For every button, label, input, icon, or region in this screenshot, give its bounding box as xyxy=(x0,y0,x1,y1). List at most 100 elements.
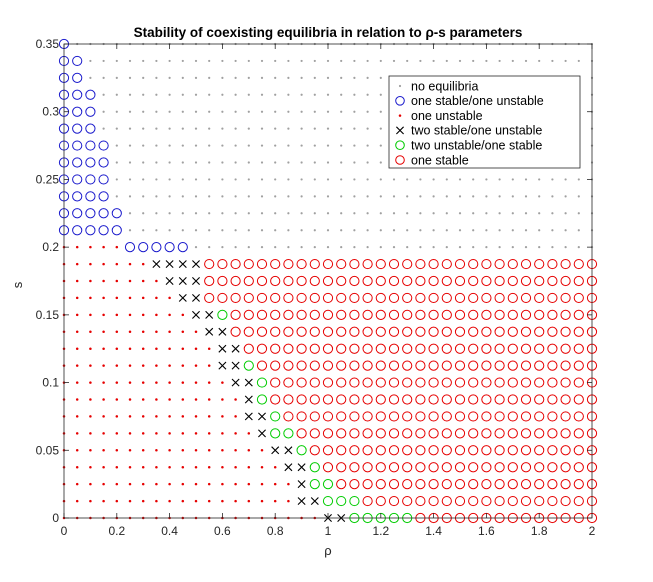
no-equilibria-marker xyxy=(168,212,171,215)
one-stable-marker xyxy=(534,326,545,337)
one-stable-marker xyxy=(336,275,347,287)
two-unstable-one-stable-marker xyxy=(256,377,268,388)
one-stable-marker xyxy=(468,275,479,287)
x-tick-label: 0.8 xyxy=(267,524,284,538)
one-stable-marker xyxy=(520,411,532,422)
one-stable-marker xyxy=(375,258,386,270)
one-stable-one-unstable-marker xyxy=(72,208,83,219)
one-stable-marker xyxy=(494,275,505,287)
one-stable-marker xyxy=(507,377,518,388)
no-equilibria-marker xyxy=(181,195,184,198)
one-stable-marker xyxy=(454,445,466,456)
no-equilibria-marker xyxy=(498,59,501,63)
no-equilibria-marker xyxy=(313,161,316,164)
one-unstable-marker xyxy=(273,465,277,469)
no-equilibria-marker xyxy=(524,246,528,249)
no-equilibria-marker xyxy=(564,246,567,249)
one-stable-marker xyxy=(204,292,215,304)
one-unstable-marker xyxy=(89,449,92,452)
no-equilibria-marker xyxy=(353,127,356,130)
no-equilibria-marker xyxy=(498,229,501,232)
one-unstable-marker xyxy=(141,449,145,452)
no-equilibria-marker xyxy=(326,229,330,232)
one-stable-marker xyxy=(375,343,386,354)
one-unstable-marker xyxy=(128,432,132,435)
no-equilibria-marker xyxy=(340,110,343,113)
no-equilibria-marker xyxy=(287,161,290,164)
one-unstable-marker xyxy=(194,398,198,401)
two-stable-one-unstable-marker xyxy=(231,378,240,387)
no-equilibria-marker xyxy=(221,195,224,198)
one-stable-marker xyxy=(296,394,307,405)
one-stable-marker xyxy=(481,309,492,320)
one-unstable-marker xyxy=(102,449,105,452)
two-stable-one-unstable-marker xyxy=(205,310,214,319)
no-equilibria-marker xyxy=(353,246,356,249)
one-stable-marker xyxy=(428,445,439,456)
two-unstable-one-stable-marker xyxy=(270,411,281,422)
no-equilibria-marker xyxy=(577,246,580,249)
one-stable-marker xyxy=(336,445,347,456)
one-unstable-marker xyxy=(155,482,158,486)
one-stable-marker xyxy=(362,377,373,388)
one-stable-marker xyxy=(573,343,584,354)
one-stable-marker xyxy=(296,258,307,270)
one-unstable-marker xyxy=(181,465,185,469)
no-equilibria-marker xyxy=(221,161,224,164)
one-stable-marker xyxy=(388,411,400,422)
no-equilibria-marker xyxy=(260,246,264,249)
one-stable-marker xyxy=(402,360,413,371)
no-equilibria-marker xyxy=(181,76,184,79)
one-stable-one-unstable-marker xyxy=(85,225,96,236)
one-unstable-marker xyxy=(194,330,198,334)
one-stable-one-unstable-marker xyxy=(85,140,96,151)
no-equilibria-marker xyxy=(208,178,211,181)
one-unstable-marker xyxy=(75,398,79,401)
one-stable-marker xyxy=(534,411,545,422)
no-equilibria-marker xyxy=(445,195,448,198)
one-stable-marker xyxy=(481,462,492,473)
one-unstable-marker xyxy=(89,347,92,350)
one-stable-marker xyxy=(362,394,373,405)
one-stable-marker xyxy=(296,377,307,388)
no-equilibria-marker xyxy=(419,178,422,181)
no-equilibria-marker xyxy=(300,59,303,63)
one-stable-marker xyxy=(534,360,545,371)
one-stable-marker xyxy=(388,258,400,270)
one-stable-marker xyxy=(362,292,373,304)
one-stable-marker xyxy=(349,343,360,354)
no-equilibria-marker xyxy=(419,59,422,63)
one-unstable-marker xyxy=(168,449,171,452)
no-equilibria-marker xyxy=(379,127,382,130)
one-stable-marker xyxy=(309,445,320,456)
no-equilibria-marker xyxy=(379,144,382,147)
one-unstable-marker xyxy=(89,262,92,266)
one-stable-marker xyxy=(468,309,479,320)
no-equilibria-marker xyxy=(538,59,541,63)
one-stable-marker xyxy=(454,495,466,507)
no-equilibria-marker xyxy=(260,110,264,113)
one-stable-marker xyxy=(507,309,518,320)
one-unstable-marker xyxy=(207,499,211,503)
no-equilibria-marker xyxy=(419,246,422,249)
no-equilibria-marker xyxy=(247,76,250,79)
no-equilibria-marker xyxy=(155,144,158,147)
one-unstable-marker xyxy=(141,364,145,367)
one-stable-marker xyxy=(494,479,505,490)
no-equilibria-marker xyxy=(194,144,198,147)
one-stable-marker xyxy=(560,292,571,304)
one-unstable-marker xyxy=(168,330,171,334)
one-stable-marker xyxy=(415,394,426,405)
no-equilibria-marker xyxy=(274,161,277,164)
no-equilibria-marker xyxy=(181,110,184,113)
one-stable-marker xyxy=(283,275,294,287)
no-equilibria-marker xyxy=(247,229,250,232)
one-unstable-marker xyxy=(221,398,224,401)
one-unstable-marker xyxy=(75,279,79,283)
one-unstable-marker xyxy=(181,347,185,350)
one-unstable-marker xyxy=(75,465,79,469)
no-equilibria-marker xyxy=(142,59,145,63)
one-stable-marker xyxy=(507,462,518,473)
one-unstable-marker xyxy=(141,330,145,334)
